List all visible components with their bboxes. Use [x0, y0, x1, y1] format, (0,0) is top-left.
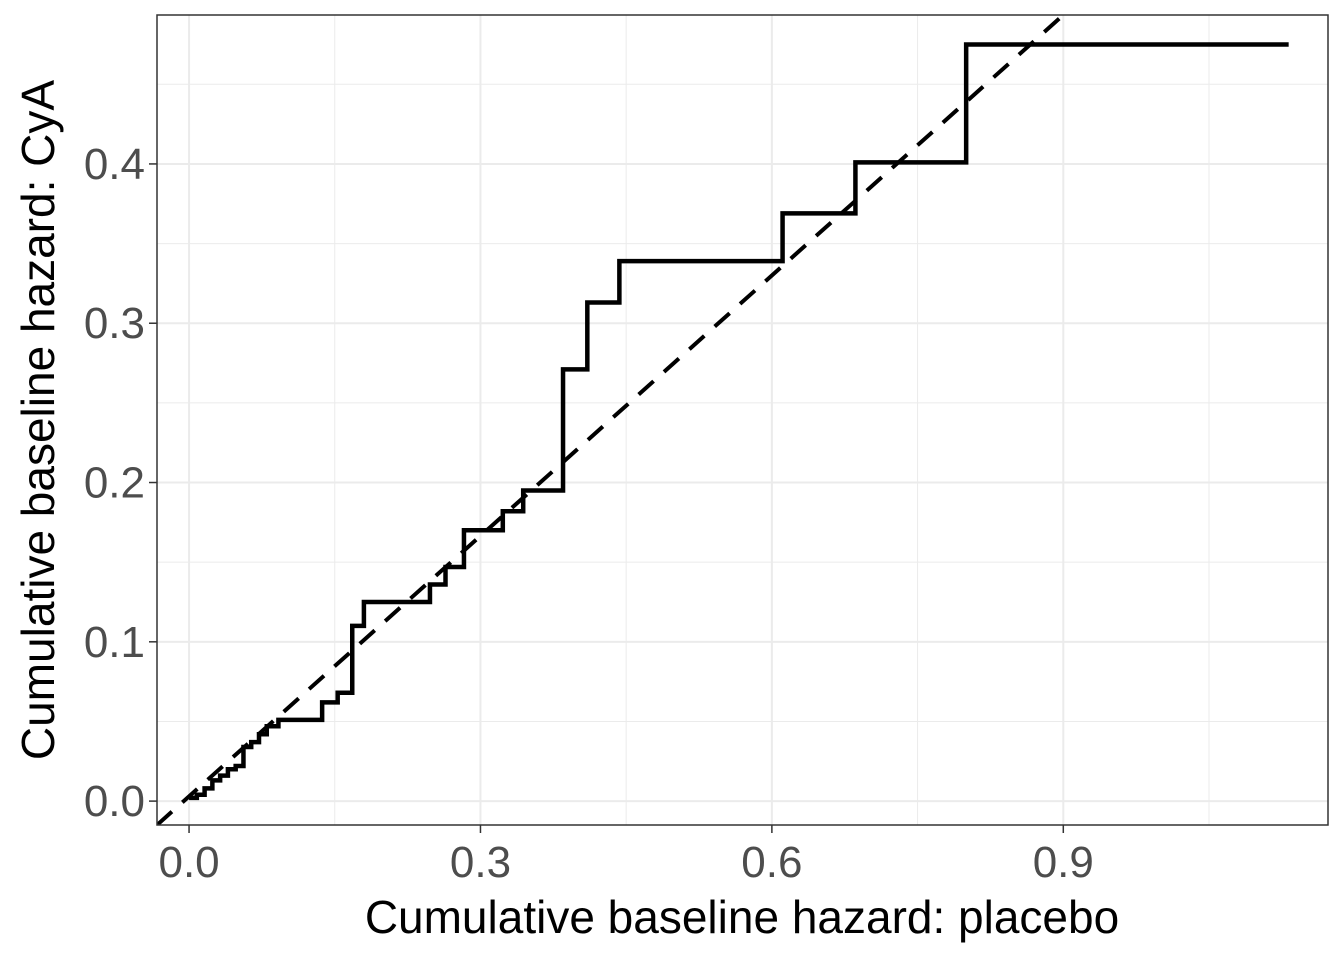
y-tick-label: 0.1	[84, 618, 145, 667]
hazard-step-line	[189, 42, 1289, 801]
y-tick-label: 0.2	[84, 459, 145, 508]
y-axis-ticks: 0.0 0.1 0.2 0.3 0.4	[84, 140, 157, 826]
x-tick-label: 0.6	[741, 838, 802, 887]
y-axis-title: Cumulative baseline hazard: CyA	[12, 80, 64, 760]
x-tick-label: 0.9	[1033, 838, 1094, 887]
x-axis-ticks: 0.0 0.3 0.6 0.9	[158, 825, 1094, 887]
y-tick-label: 0.4	[84, 140, 145, 189]
x-tick-label: 0.0	[158, 838, 219, 887]
grid-minor	[157, 15, 1328, 825]
x-tick-label: 0.3	[450, 838, 511, 887]
grid-major	[157, 15, 1328, 825]
panel-border	[156, 14, 1329, 826]
y-tick-label: 0.3	[84, 299, 145, 348]
x-axis-title: Cumulative baseline hazard: placebo	[365, 891, 1119, 943]
y-tick-label: 0.0	[84, 777, 145, 826]
